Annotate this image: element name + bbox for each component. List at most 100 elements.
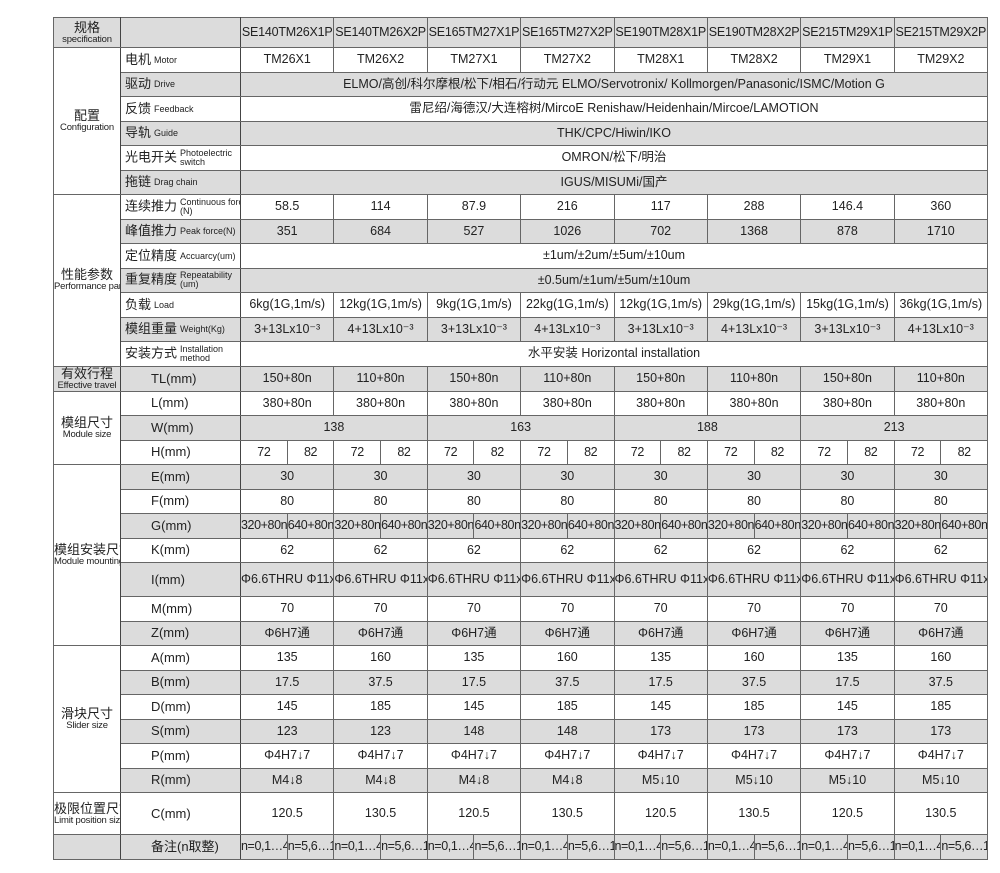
value-cell: 6kg(1G,1m/s) [239,292,335,318]
value-cell: M5↓10 [706,767,802,793]
param-label: K(mm) [120,537,241,563]
value-cell: M4↓8 [520,767,615,793]
value-cell: 145 [800,694,895,720]
value-cell: Φ6.6THRU Φ11x6.8DP [333,562,428,597]
value-cell: 22kg(1G,1m/s) [520,292,615,318]
value-cell: n=5,6…14 [286,834,335,860]
value-cell: 110+80n [706,365,802,392]
spec-row: 模组尺寸 Module size L(mm) 380+80n 380+80n 380+80… [53,390,989,465]
value-cell: Φ6H7通 [426,620,522,646]
param-label: Z(mm) [120,620,241,646]
value-cell: n=0,1…4 [426,834,475,860]
param-label-cn: 光电开关 [125,149,178,165]
value-cell: 72 [520,439,568,465]
param-label: 定位精度 Accuarcy(um) [120,243,241,269]
param-header-blank [120,17,241,48]
value-cell: n=5,6…14 [940,834,988,860]
value-cell: 30 [800,464,895,490]
param-label: 负载 Load [120,292,241,318]
spec-row: I(mm)Φ6.6THRU Φ11x6.8DPΦ6.6THRU Φ11x6.8D… [54,562,989,597]
value-cell: Φ4H7↓7 [706,743,802,769]
param-label-cn: S(mm) [151,723,190,739]
value-cell: 163 [426,415,615,441]
value-cell: M4↓8 [426,767,522,793]
param-label: 导轨 Guide [120,120,241,146]
value-cell: 188 [613,415,802,441]
value-cell: 82 [753,439,802,465]
value-cell: Φ4H7↓7 [333,743,428,769]
spec-row: M(mm) 70 70 70 70 70 70 70 70 [54,596,989,622]
value-cell: 145 [613,694,708,720]
param-label-en: Installation method [180,343,224,363]
spec-row: Z(mm) Φ6H7通 Φ6H7通 Φ6H7通 Φ6H7通 Φ6H7通 Φ6H7通 Φ6H7通… [54,620,989,646]
param-label-cn: L(mm) [151,395,189,411]
value-cell: n=0,1…4 [800,834,848,860]
param-label: F(mm) [120,488,241,514]
value-cell: 185 [520,694,615,720]
param-label: W(mm) [120,415,241,441]
group-label: 有效行程 Effective travel [53,365,121,392]
param-label: M(mm) [120,596,241,622]
value-cell: 30 [520,464,615,490]
model-header: SE215TM29X2P [893,17,989,48]
param-label-cn: 峰值推力 [125,223,178,239]
value-cell: 380+80n [800,390,895,416]
param-label-en: Continuous force (N) [180,196,239,216]
value-cell: 320+80n [800,513,848,539]
header-row: 规格 specification SE140TM26X1P SE140TM26X2P S… [53,17,989,48]
value-cell: Φ6H7通 [800,620,895,646]
value-cell: 123 [333,718,428,744]
value-cell: Φ4H7↓7 [520,743,615,769]
value-cell: 120.5 [426,792,522,835]
value-cell: 320+80n [240,513,288,539]
value-cell: 640+80n [566,513,615,539]
value-cell: n=0,1…4 [613,834,662,860]
value-cell: 150+80n [426,365,522,392]
value-cell: 130.5 [893,792,989,835]
value-cell: n=5,6…14 [660,834,708,860]
spec-row: K(mm) 62 62 62 62 62 62 62 62 [54,537,989,563]
value-cell: Φ6.6THRU Φ11x6.8DP [239,562,335,597]
group-label: 模组安装尺寸Module mounting size [53,464,121,646]
value-cell: 380+80n [333,390,428,416]
value-cell: 380+80n [239,390,335,416]
group-label-cn: 模组尺寸 [60,414,113,430]
spec-row: 定位精度 Accuarcy(um) ±1um/±2um/±5um/±10um [54,243,988,269]
param-label-cn: H(mm) [151,444,191,460]
param-label-cn: E(mm) [151,468,190,484]
value-cell: 380+80n [706,390,802,416]
value-cell: 380+80n [893,390,989,416]
value-cell: 3+13Lx10⁻³ [800,316,895,342]
value-cell: 62 [333,537,428,563]
spec-row: G(mm) 320+80n 640+80n 320+80n 640+80n 320+80n… [54,513,988,539]
param-label-cn: 拖链 [125,174,152,190]
value-cell: Φ4H7↓7 [426,743,522,769]
value-cell: TM29X1 [800,47,895,73]
param-label: TL(mm) [120,365,241,392]
spec-row: W(mm) 138 163 188 213 [54,415,988,441]
value-cell: 213 [800,415,988,441]
value-cell: 145 [239,694,335,720]
value-cell: 145 [426,694,522,720]
param-label: P(mm) [120,743,241,769]
value-cell: 30 [333,464,428,490]
model-header: SE165TM27X1P [426,17,522,48]
value-cell: 150+80n [800,365,895,392]
value-cell: 640+80n [846,513,895,539]
group-label-en: Module mounting size [54,556,121,567]
value-cell: 173 [893,718,989,744]
spec-row: P(mm) Φ4H7↓7 Φ4H7↓7 Φ4H7↓7 Φ4H7↓7 Φ4H7↓7 Φ4H7↓… [54,743,989,769]
value-cell: 380+80n [426,390,522,416]
group-label-cn: 滑块尺寸 [60,706,113,721]
group-label-en: Slider size [66,720,108,731]
param-label-cn: W(mm) [151,419,194,435]
value-cell: 1026 [520,218,615,244]
value-cell: 320+80n [333,513,382,539]
value-cell: TM28X1 [613,47,708,73]
param-label: 备注(n取整) [120,834,241,860]
value-cell: 351 [239,218,335,244]
param-label-cn: 定位精度 [125,247,178,263]
param-label-cn: K(mm) [151,542,190,558]
param-label: E(mm) [120,464,241,490]
specification-table: 规格 specification SE140TM26X1P SE140TM26X2P S… [53,17,989,860]
